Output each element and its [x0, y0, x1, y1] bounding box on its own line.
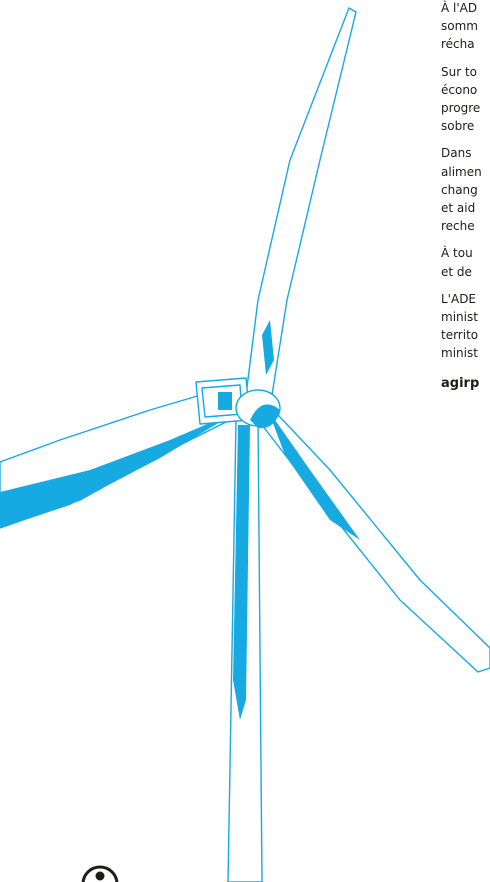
- text-line: reche: [441, 219, 475, 234]
- text-line: chang: [441, 182, 478, 197]
- body-text: À l'AD somm récha Sur to écono progre sobre Dan…: [441, 0, 490, 882]
- text-line: À l'AD: [441, 1, 478, 15]
- text-line: territo: [441, 328, 479, 343]
- text-line: somm: [441, 19, 478, 34]
- text-line: sobre: [441, 119, 475, 134]
- text-line: écono: [441, 82, 478, 97]
- text-line: récha: [441, 37, 475, 52]
- text-line: Dans: [441, 146, 472, 161]
- text-line: et aid: [441, 201, 476, 215]
- text-line: minist: [441, 346, 478, 361]
- text-line: progre: [441, 101, 481, 115]
- website-link: agirp: [441, 375, 480, 391]
- text-line: minist: [441, 310, 478, 324]
- text-line: À tou: [441, 246, 473, 261]
- text-line: alimen: [441, 164, 482, 179]
- text-line: Sur to: [441, 64, 478, 79]
- text-line: et de: [441, 264, 472, 279]
- text-line: L'ADE: [441, 291, 477, 306]
